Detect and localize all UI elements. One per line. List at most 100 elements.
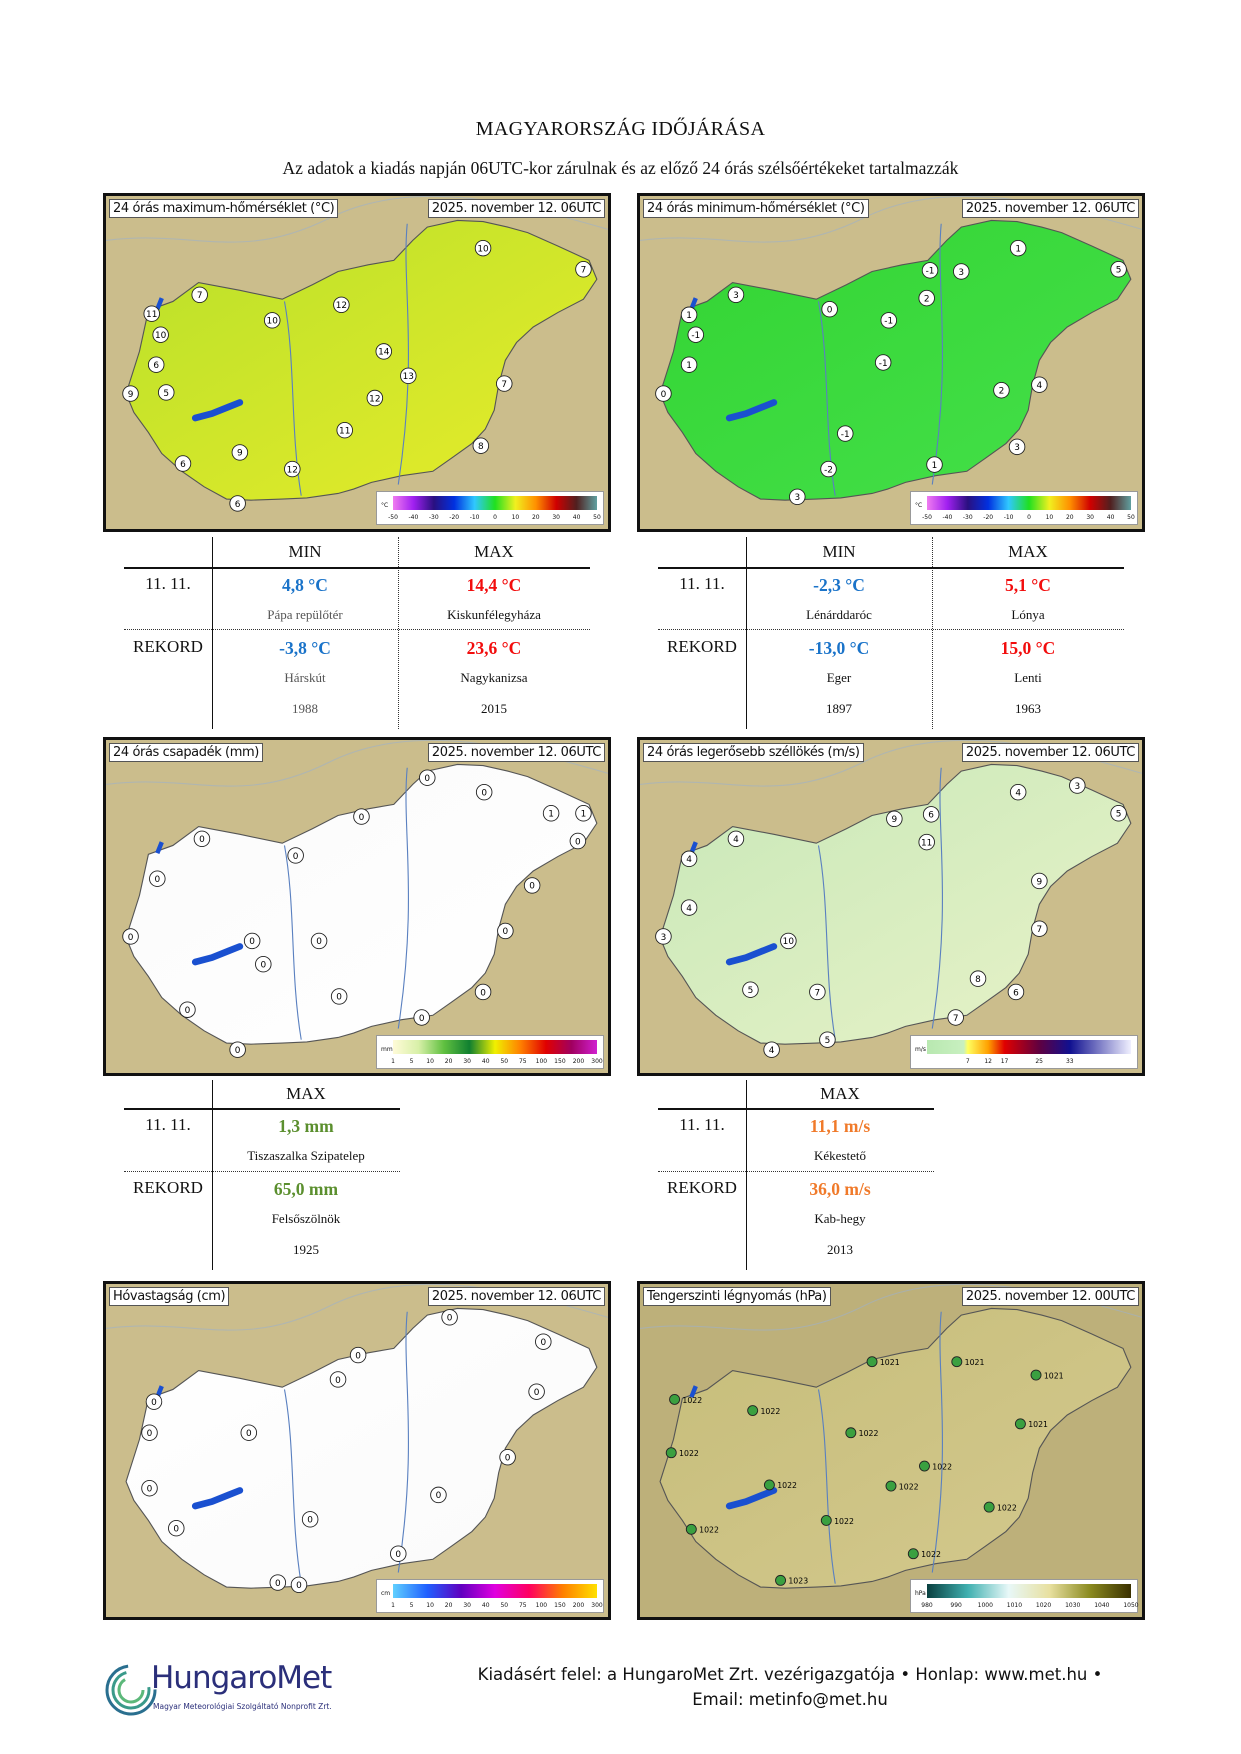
station-marker: 1 <box>680 356 698 373</box>
station-circle <box>763 1479 775 1491</box>
station-value: 1 <box>686 361 692 371</box>
record-min-value: -3,8 °C <box>279 638 331 658</box>
station-value: 0 <box>335 1376 341 1386</box>
station-value: 4 <box>1015 789 1021 799</box>
record-min-year: 1988 <box>292 701 318 716</box>
station-marker: 11 <box>336 421 353 439</box>
map-precipitation: 0 0 0 0 0 0 0 0 0 1 1 0 0 0 0 0 0 0 0 0 24 órás csapadék (mm… <box>103 737 611 1076</box>
station-circle <box>763 1041 780 1058</box>
legend-tick: 980 <box>921 1602 933 1609</box>
station-marker: 0 <box>122 928 139 945</box>
map-max-temperature: 11 10 6 9 5 6 7 10 12 14 13 11 12 10 7 7 8 6 9 12 24 órás ma… <box>103 193 611 532</box>
station-circle <box>229 1041 246 1058</box>
station-marker: 7 <box>575 261 592 278</box>
station-value: 3 <box>661 933 667 943</box>
station-marker: 0 <box>141 1424 158 1441</box>
legend-tick: 990 <box>950 1602 962 1609</box>
min-place: Pápa repülőtér <box>267 607 343 622</box>
river-tisza-line <box>931 1311 944 1573</box>
station-circle <box>353 808 370 825</box>
station-marker: 14 <box>375 343 393 360</box>
station-value: 10 <box>155 331 167 341</box>
station-marker: 5 <box>1110 261 1127 278</box>
station-circle <box>430 1486 447 1504</box>
station-marker: 0 <box>287 847 304 864</box>
legend-tick: 20 <box>444 1058 453 1065</box>
station-marker: 4 <box>680 899 698 916</box>
station-circle <box>179 1001 196 1018</box>
station-value: 0 <box>185 1006 191 1016</box>
map-snow-depth: 0 0 0 0 0 0 0 0 0 0 0 0 0 0 0 0 Hóvastagság (cm) 2025. no… <box>103 1281 611 1620</box>
station-value: 11 <box>339 427 350 437</box>
station-marker: 0 <box>301 1511 319 1528</box>
river-tisza-line <box>931 223 944 485</box>
station-marker: 0 <box>475 783 493 801</box>
max-place: Kiskunfélegyháza <box>447 607 541 622</box>
station-marker: 7 <box>1031 920 1048 937</box>
station-marker: 12 <box>284 460 301 478</box>
station-marker: 12 <box>366 389 384 407</box>
legend-tick: -20 <box>983 514 994 521</box>
station-circle <box>475 783 493 801</box>
station-marker: 4 <box>763 1041 780 1058</box>
legend-tick: 0 <box>493 514 497 521</box>
station-circle <box>680 899 698 916</box>
station-value: 4 <box>1037 381 1043 391</box>
station-marker: 11 <box>918 833 935 851</box>
station-value: 0 <box>575 837 581 847</box>
station-value: 9 <box>237 449 243 459</box>
station-marker: 3 <box>1069 777 1086 794</box>
legend-tick: 150 <box>554 1058 566 1065</box>
legend-tick: 30 <box>1086 514 1095 521</box>
station-circle <box>918 833 935 851</box>
station-marker: 5 <box>157 384 175 401</box>
map-title: 24 órás maximum-hőmérséklet (°C) <box>109 199 339 218</box>
station-circle <box>419 769 436 786</box>
station-circle <box>655 385 672 402</box>
max-place: Lónya <box>1011 607 1045 622</box>
station-circle <box>1069 777 1086 794</box>
station-circle <box>727 286 745 304</box>
station-circle <box>143 305 160 322</box>
station-value: 0 <box>151 1398 157 1408</box>
station-marker: 6 <box>922 806 940 823</box>
hungaromet-logo[interactable]: HungaroMet Magyar Meteorológiai Szolgált… <box>103 1660 363 1720</box>
station-marker: 0 <box>145 1393 163 1410</box>
map-canvas: 1021 1021 1021 1022 1022 1022 1022 1022 1022 1022… <box>640 1284 1142 1589</box>
legend-gradient <box>927 1040 1131 1054</box>
station-value: 1 <box>686 311 692 321</box>
legend-tick: 100 <box>535 1058 548 1065</box>
row-date-label: 11. 11. <box>679 574 725 593</box>
station-circle <box>880 312 898 329</box>
map-title: 24 órás csapadék (mm) <box>109 743 263 762</box>
station-value: 3 <box>1074 782 1080 792</box>
station-value: 1022 <box>834 1517 854 1526</box>
station-value: 4 <box>686 855 692 865</box>
legend-tick: 1000 <box>977 1602 993 1609</box>
legend-tick: 20 <box>531 514 540 521</box>
river-tisza-line <box>397 1311 410 1573</box>
station-marker: 9 <box>886 810 903 828</box>
station-marker: 10 <box>263 312 281 329</box>
station-circle <box>284 460 301 478</box>
station-value: 7 <box>1037 925 1043 935</box>
station-circle <box>528 1383 545 1400</box>
station-value: 9 <box>128 390 134 400</box>
page-subtitle: Az adatok a kiadás napján 06UTC-kor záru… <box>282 158 959 178</box>
header-max: MAX <box>1008 542 1048 561</box>
station-circle <box>122 928 139 945</box>
hungary-outline <box>125 763 598 1045</box>
station-circle <box>122 385 139 402</box>
station-marker: 1022 <box>665 1447 699 1459</box>
legend-tick: 40 <box>1106 514 1115 521</box>
station-marker: 10 <box>474 239 492 257</box>
station-value: -1 <box>884 317 893 327</box>
station-circle <box>947 1009 964 1026</box>
station-circle <box>349 1346 367 1364</box>
station-marker: 6 <box>174 455 192 472</box>
station-circle <box>820 1514 832 1526</box>
station-value: -1 <box>691 331 700 341</box>
station-value: 3 <box>733 291 739 301</box>
station-marker: 0 <box>310 932 328 950</box>
table-min-temperature: MIN MAX 11. 11. -2,3 °C Lénárddaróc 5,1 … <box>658 537 1124 729</box>
